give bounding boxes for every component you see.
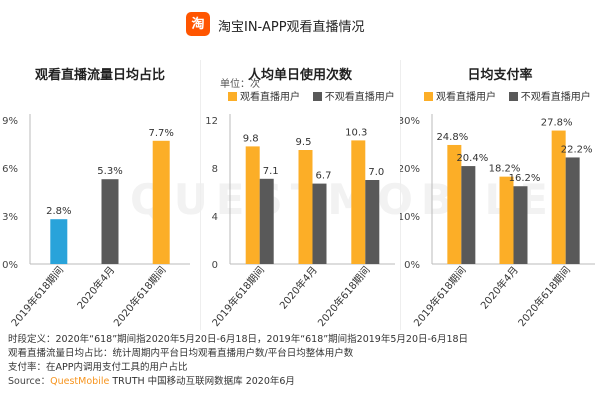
legend-swatch <box>424 92 433 101</box>
x-tick-label: 2020年618期间 <box>315 264 373 328</box>
bar <box>245 146 260 264</box>
x-tick-label: 2019年618期间 <box>411 264 469 328</box>
x-tick-label: 2019年618期间 <box>8 264 66 328</box>
y-tick-label: 0% <box>404 260 420 271</box>
data-label: 24.8% <box>436 132 468 143</box>
legend: 观看直播用户 不观看直播用户 <box>424 88 591 103</box>
chart-panel-payment-rate: 日均支付率 观看直播用户 不观看直播用户 30% 20% 10% 0% 24.8% 20.… <box>400 56 600 328</box>
page-title: 淘宝IN-APP观看直播情况 <box>218 20 365 35</box>
legend-label: 不观看直播用户 <box>324 92 395 103</box>
panel-divider <box>400 60 401 330</box>
data-label: 10.3 <box>345 127 367 138</box>
bar <box>259 178 274 264</box>
note-traffic-share: 观看直播流量日均占比：统计周期内平台日均观看直播用户数/平台日均整体用户数 <box>8 348 354 359</box>
x-tick-label: 2020年4月 <box>478 264 521 312</box>
y-tick-label: 3% <box>2 212 18 223</box>
legend-swatch <box>312 92 322 101</box>
bar <box>152 140 170 264</box>
x-tick-label: 2019年618期间 <box>209 264 267 328</box>
y-tick-label: 0 <box>212 260 218 271</box>
note-period: 时段定义：2020年“618”期间指2020年5月20日-6月18日，2019年… <box>8 334 469 345</box>
y-tick-label: 10% <box>400 212 420 223</box>
bar <box>461 166 476 264</box>
data-label: 9.8 <box>243 133 259 144</box>
chart-svg: 30% 20% 10% 0% 24.8% 20.4% 2019年618期间 18.2%16.2… <box>400 114 595 328</box>
x-tick-label: 2020年618期间 <box>515 264 573 328</box>
watermark: QUESTMOBILE <box>130 175 556 224</box>
source-label: Source： <box>8 376 51 387</box>
y-tick-label: 6% <box>2 164 18 175</box>
bar <box>513 186 528 264</box>
data-label: 16.2% <box>509 173 541 184</box>
legend-label: 不观看直播用户 <box>520 92 591 103</box>
bar <box>551 130 566 264</box>
note-payment-rate: 支付率：在APP内调用支付工具的用户占比 <box>8 362 188 373</box>
data-label: 5.3% <box>97 166 122 177</box>
chart-title: 观看直播流量日均占比 <box>34 68 165 83</box>
taobao-logo-icon: 淘 <box>186 12 210 36</box>
y-tick-label: 8 <box>212 164 218 175</box>
data-label: 22.2% <box>561 144 593 155</box>
legend-label: 观看直播用户 <box>240 92 300 103</box>
data-label: 20.4% <box>456 153 488 164</box>
data-label: 7.1 <box>263 166 279 177</box>
data-label: 18.2% <box>489 164 521 175</box>
bar <box>447 144 462 264</box>
bar <box>101 179 119 264</box>
legend-swatch <box>508 92 518 101</box>
bar <box>365 180 380 264</box>
data-label: 7.7% <box>148 128 173 139</box>
y-tick-label: 4 <box>212 212 218 223</box>
bar <box>298 150 313 264</box>
header: 淘 淘宝IN-APP观看直播情况 <box>0 0 600 46</box>
data-label: 9.5 <box>296 137 312 148</box>
y-tick-label: 20% <box>400 164 420 175</box>
chart-panel-daily-usage: 人均单日使用次数 单位：次 观看直播用户 不观看直播用户 12 8 4 0 9.8 7.1… <box>200 56 400 328</box>
footnotes: 时段定义：2020年“618”期间指2020年5月20日-6月18日，2019年… <box>8 333 468 389</box>
data-label: 27.8% <box>541 118 573 129</box>
bar <box>351 140 366 264</box>
bar <box>565 157 580 264</box>
unit-label: 单位：次 <box>220 79 260 90</box>
bar <box>312 183 327 264</box>
bar <box>499 176 514 264</box>
data-label: 6.7 <box>316 171 332 182</box>
chart-svg: 9% 6% 3% 0% 2.8% 2019年618期间 5.3% 2020年4月 7.7% 202… <box>2 114 190 328</box>
y-tick-label: 0% <box>2 260 18 271</box>
chart-svg: 12 8 4 0 9.8 7.1 2019年618期间 9.5 6.7 2020年4月 10.3 7.… <box>205 114 395 328</box>
bar <box>50 219 68 264</box>
chart-title: 人均单日使用次数 <box>247 68 352 83</box>
panel-divider <box>200 60 201 330</box>
legend-label: 观看直播用户 <box>436 92 496 103</box>
y-tick-label: 12 <box>205 116 218 127</box>
legend-swatch <box>228 92 237 101</box>
data-label: 2.8% <box>46 206 71 217</box>
chart-title: 日均支付率 <box>467 68 533 83</box>
x-tick-label: 2020年4月 <box>74 264 117 312</box>
y-tick-label: 30% <box>400 116 420 127</box>
x-tick-label: 2020年4月 <box>277 264 320 312</box>
chart-panel-traffic-share: 观看直播流量日均占比 9% 6% 3% 0% 2.8% 2019年618期间 5.3% 202… <box>0 56 200 328</box>
data-label: 7.0 <box>368 167 384 178</box>
source-detail: TRUTH 中国移动互联网数据库 2020年6月 <box>109 376 295 387</box>
source-brand: QuestMobile <box>50 376 110 387</box>
legend: 观看直播用户 不观看直播用户 <box>228 88 395 103</box>
x-tick-label: 2020年618期间 <box>111 264 169 328</box>
source-line: Source：QuestMobile TRUTH 中国移动互联网数据库 2020… <box>8 375 468 389</box>
y-tick-label: 9% <box>2 116 18 127</box>
